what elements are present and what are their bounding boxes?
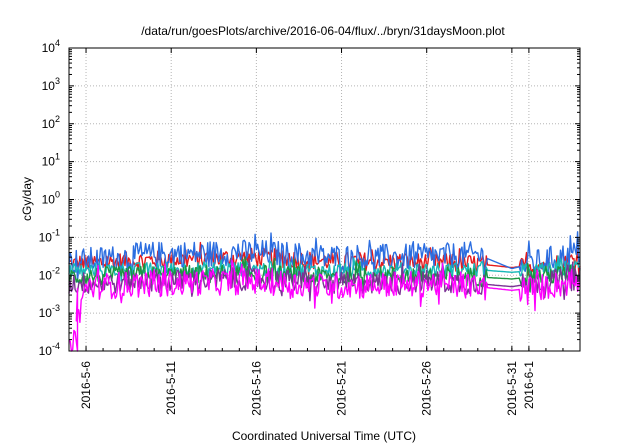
x-tick-label: 2016-5-16: [249, 361, 263, 416]
y-tick-label: 10-2: [39, 265, 60, 282]
x-tick-label: 2016-6-1: [522, 361, 536, 409]
series-line-2: [68, 231, 581, 283]
y-tick-label: 104: [42, 38, 60, 55]
y-tick-label: 10-3: [39, 303, 60, 320]
y-tick-label: 100: [42, 190, 60, 207]
series-group: [68, 231, 581, 352]
chart-title: /data/run/goesPlots/archive/2016-06-04/f…: [141, 24, 505, 38]
y-tick-label: 10-1: [39, 227, 60, 244]
x-tick-label: 2016-5-11: [164, 361, 178, 415]
x-tick-label: 2016-5-21: [335, 361, 349, 416]
y-tick-label: 101: [42, 152, 60, 169]
x-tick-label: 2016-5-26: [420, 361, 434, 416]
y-tick-label: 103: [42, 76, 60, 93]
x-ticks: 2016-5-6 2016-5-11 2016-5-16 2016-5-21 2016-…: [68, 48, 581, 416]
x-tick-label: 2016-5-31: [505, 361, 519, 416]
grid: [69, 48, 580, 351]
series-line-6: [68, 259, 581, 352]
series-line-3: [68, 255, 581, 285]
y-ticks: 10-4 10-3 10-2 10-1 100 101 102 103 104: [39, 38, 580, 358]
y-axis-label: cGy/day: [20, 177, 34, 221]
y-tick-label: 10-4: [39, 341, 60, 358]
x-axis-label: Coordinated Universal Time (UTC): [232, 429, 416, 443]
y-tick-label: 102: [42, 114, 60, 131]
x-tick-label: 2016-5-6: [79, 361, 93, 409]
